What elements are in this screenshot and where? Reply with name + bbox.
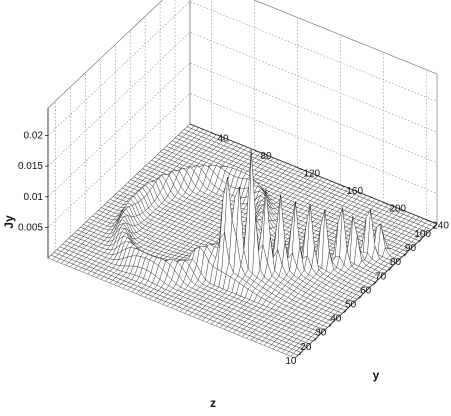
y-tick (211, 132, 216, 136)
y-tick-label: 120 (303, 168, 320, 179)
y-axis-label: y (373, 368, 380, 382)
z-tick (388, 266, 393, 271)
z-tick-label: 10 (285, 356, 297, 367)
y-tick-label: 240 (432, 221, 449, 232)
z-tick (299, 350, 303, 356)
y-tick-label: 160 (346, 186, 363, 197)
z-tick (329, 322, 333, 327)
z-tick-label: 90 (405, 243, 417, 254)
z-tick-label: 50 (345, 300, 357, 311)
z-tick-label: 60 (360, 285, 372, 296)
y-tick (426, 219, 431, 223)
jy-tick-label: 0.005 (18, 222, 43, 233)
jy-tick-label: 0.02 (24, 131, 44, 142)
z-tick-label: 100 (414, 229, 431, 240)
y-tick (383, 201, 388, 205)
y-tick (254, 149, 259, 153)
z-tick (314, 336, 318, 342)
z-tick-label: 70 (375, 271, 387, 282)
z-axis-label: z (210, 396, 216, 410)
z-tick (358, 294, 363, 299)
y-tick (340, 184, 345, 188)
z-tick (373, 280, 378, 285)
jy-tick-label: 0.015 (18, 161, 43, 172)
jy-tick-label: 0.01 (24, 192, 44, 203)
z-tick-label: 20 (300, 342, 312, 353)
y-tick-label: 40 (217, 134, 229, 145)
y-axis (189, 123, 438, 225)
z-tick-label: 30 (315, 328, 327, 339)
plot-axes: 0.0050.010.0150.021020304050607080901004… (18, 108, 449, 367)
z-tick (343, 308, 348, 313)
plot-box-walls (47, 0, 438, 259)
y-tick-label: 200 (389, 203, 406, 214)
z-tick (433, 223, 438, 229)
z-tick (418, 237, 423, 243)
jy-axis-label: Jy (2, 215, 16, 229)
y-tick-label: 80 (260, 151, 272, 162)
z-tick (403, 251, 408, 257)
z-axis (294, 223, 438, 359)
y-tick (297, 167, 302, 170)
z-tick-label: 40 (330, 314, 342, 325)
z-tick-label: 80 (390, 257, 402, 268)
